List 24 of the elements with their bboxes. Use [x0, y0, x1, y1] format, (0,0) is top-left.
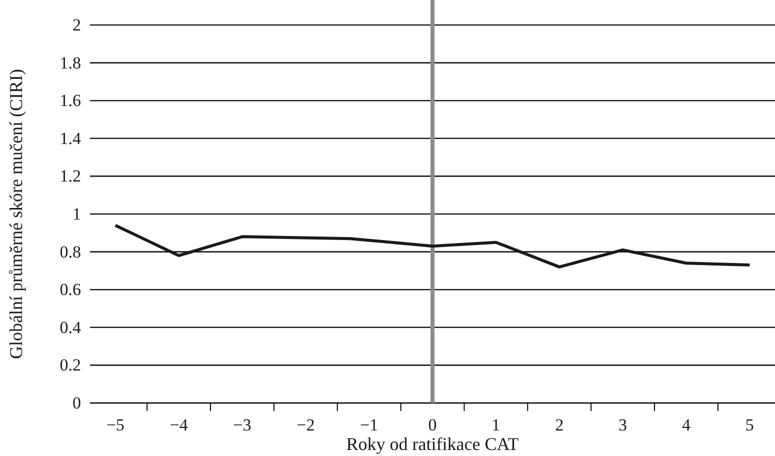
x-tick-label: 1 — [492, 416, 500, 435]
x-tick-label: −2 — [296, 416, 315, 435]
y-tick-label: 0 — [72, 393, 81, 412]
x-tick-label: 4 — [682, 416, 691, 435]
x-tick-label: −3 — [233, 416, 252, 435]
y-tick-label: 0.6 — [60, 280, 81, 300]
x-tick-label: −4 — [170, 416, 188, 435]
x-tick-label: −5 — [106, 416, 124, 435]
x-tick-label: 2 — [555, 416, 564, 435]
x-axis-title: Roky od ratifikace CAT — [346, 434, 519, 454]
y-tick-label: 0.2 — [60, 356, 81, 375]
x-tick-label: 0 — [428, 416, 437, 435]
x-tick-label: 5 — [745, 416, 754, 435]
x-tick-label: 3 — [618, 416, 628, 435]
y-tick-label: 1 — [72, 204, 81, 224]
y-tick-label: 2 — [72, 15, 81, 34]
y-tick-label: 0.8 — [60, 242, 81, 262]
y-tick-label: 1.4 — [60, 128, 82, 148]
y-tick-label: 1.2 — [60, 166, 81, 186]
x-tick-label: −1 — [360, 416, 378, 435]
y-tick-label: 1.6 — [60, 91, 81, 110]
y-tick-label: 0.4 — [60, 318, 82, 337]
y-axis-title: Globální průměrné skóre mučení (CIRI) — [6, 69, 26, 359]
y-tick-label: 1.8 — [60, 53, 81, 72]
